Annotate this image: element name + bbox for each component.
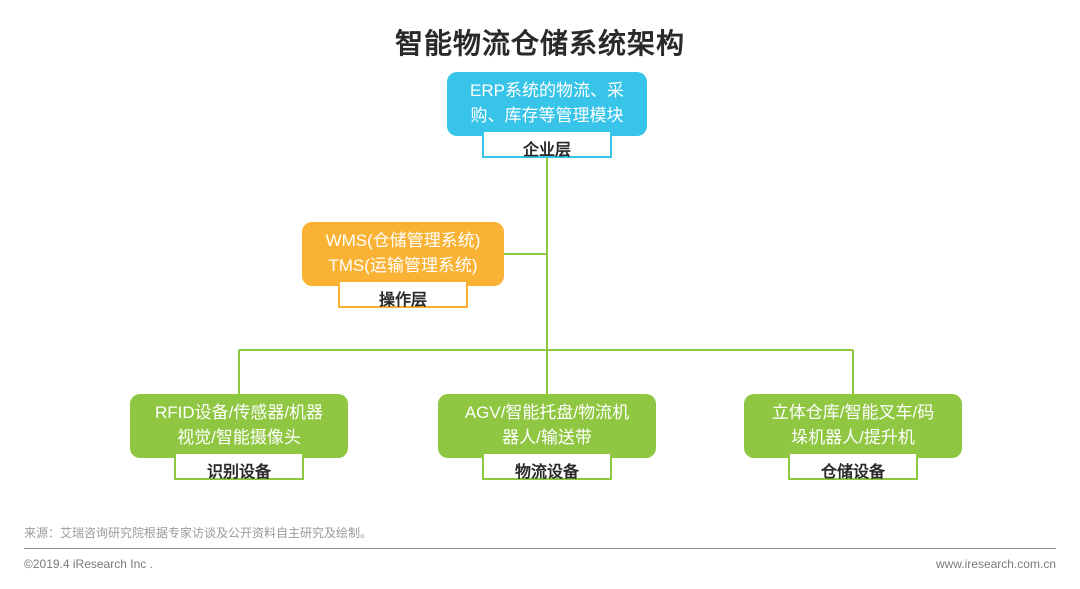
tag-device_b: 物流设备	[482, 452, 612, 480]
copyright-text: ©2019.4 iResearch Inc .	[24, 557, 153, 571]
site-url: www.iresearch.com.cn	[936, 557, 1056, 571]
node-operation: WMS(仓储管理系统)TMS(运输管理系统)	[302, 222, 504, 286]
tag-device_c: 仓储设备	[788, 452, 918, 480]
node-device_c: 立体仓库/智能叉车/码垛机器人/提升机	[744, 394, 962, 458]
node-device_b: AGV/智能托盘/物流机器人/输送带	[438, 394, 656, 458]
node-enterprise: ERP系统的物流、采购、库存等管理模块	[447, 72, 647, 136]
diagram-title: 智能物流仓储系统架构	[0, 0, 1080, 62]
source-note: 来源：艾瑞咨询研究院根据专家访谈及公开资料自主研究及绘制。	[24, 524, 372, 541]
tag-operation: 操作层	[338, 280, 468, 308]
tag-enterprise: 企业层	[482, 130, 612, 158]
footer-divider	[24, 548, 1056, 549]
tag-device_a: 识别设备	[174, 452, 304, 480]
node-device_a: RFID设备/传感器/机器视觉/智能摄像头	[130, 394, 348, 458]
